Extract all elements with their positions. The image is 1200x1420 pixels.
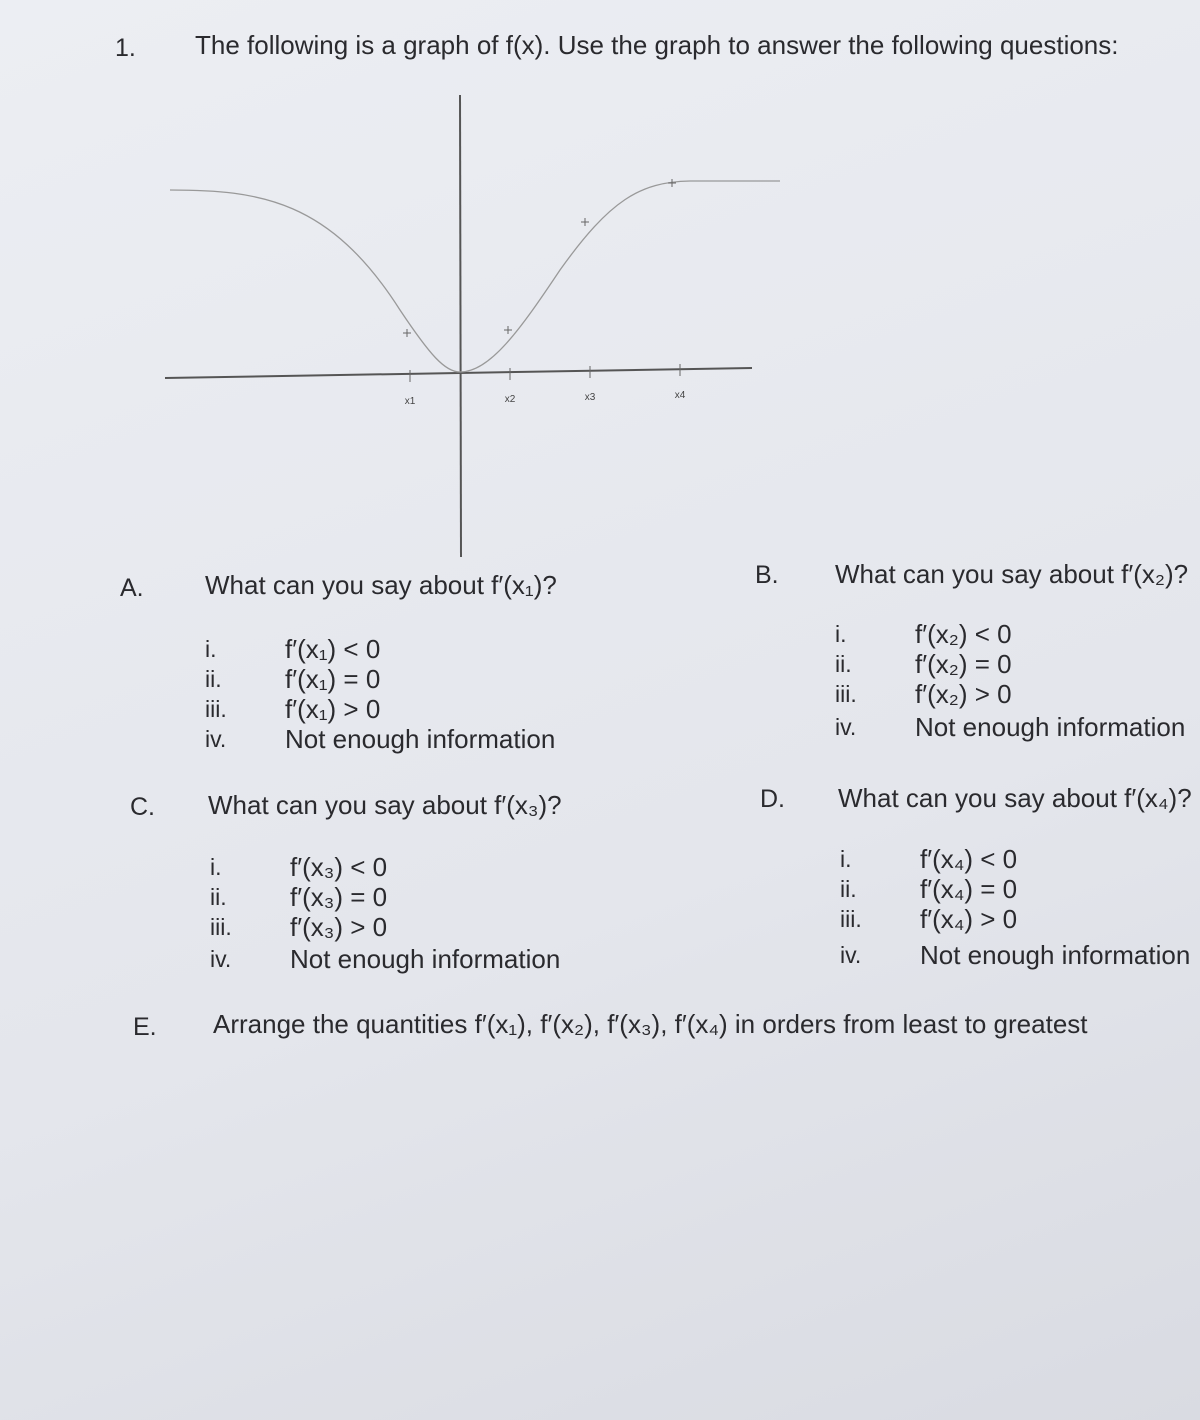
option-text: f′(x₁) > 0 <box>285 694 381 724</box>
part-letter: A. <box>120 574 144 602</box>
option-numeral: iv. <box>205 726 227 752</box>
part-letter: E. <box>133 1013 157 1041</box>
option-text: Not enough information <box>290 944 561 974</box>
option-text: Not enough information <box>915 712 1186 742</box>
option-numeral: iii. <box>210 914 232 940</box>
part-question: What can you say about f′(x₄)? <box>838 783 1192 813</box>
option-text: Not enough information <box>285 724 556 754</box>
option-numeral: ii. <box>205 666 222 692</box>
part-question: What can you say about f′(x₃)? <box>208 790 562 820</box>
curve <box>169 180 780 373</box>
option-numeral: ii. <box>840 876 857 902</box>
option-text: f′(x₄) < 0 <box>920 844 1018 874</box>
part-letter: D. <box>760 785 785 813</box>
option-text: f′(x₂) = 0 <box>915 649 1012 679</box>
option-numeral: i. <box>210 854 222 880</box>
option-numeral: iii. <box>205 696 227 722</box>
question-prompt: The following is a graph of f(x). Use th… <box>195 30 1119 60</box>
point-label: x4 <box>675 390 686 401</box>
option-text: f′(x₁) = 0 <box>285 664 381 694</box>
option-numeral: iii. <box>840 906 862 932</box>
markers <box>403 179 681 382</box>
point-label: x3 <box>585 392 596 403</box>
option-numeral: ii. <box>210 884 227 910</box>
option-text: f′(x₃) = 0 <box>290 882 388 912</box>
option-text: f′(x₁) < 0 <box>285 634 381 664</box>
option-numeral: iv. <box>840 942 862 968</box>
part-letter: C. <box>130 793 155 821</box>
option-text: Not enough information <box>920 940 1191 970</box>
point-label: x1 <box>405 396 416 407</box>
option-numeral: iv. <box>835 714 857 740</box>
part-question: What can you say about f′(x₁)? <box>205 570 557 600</box>
question-number: 1. <box>115 34 136 62</box>
part-question: What can you say about f′(x₂)? <box>835 559 1189 589</box>
option-numeral: i. <box>835 621 847 647</box>
option-text: f′(x₃) < 0 <box>290 852 388 882</box>
option-text: f′(x₄) > 0 <box>920 904 1018 934</box>
part-question: Arrange the quantities f′(x₁), f′(x₂), f… <box>213 1009 1088 1039</box>
option-numeral: ii. <box>835 651 852 677</box>
option-numeral: iii. <box>835 681 857 707</box>
option-numeral: i. <box>205 636 217 662</box>
option-text: f′(x₃) > 0 <box>290 912 388 942</box>
graph: x1 x2 x3 x4 <box>164 94 780 558</box>
y-axis <box>459 94 462 558</box>
option-numeral: iv. <box>210 946 232 972</box>
option-text: f′(x₂) > 0 <box>915 679 1012 709</box>
option-text: f′(x₂) < 0 <box>915 619 1012 649</box>
part-letter: B. <box>755 561 779 589</box>
point-label: x2 <box>505 394 516 405</box>
option-text: f′(x₄) = 0 <box>920 874 1018 904</box>
x-axis <box>164 367 753 379</box>
option-numeral: i. <box>840 846 852 872</box>
